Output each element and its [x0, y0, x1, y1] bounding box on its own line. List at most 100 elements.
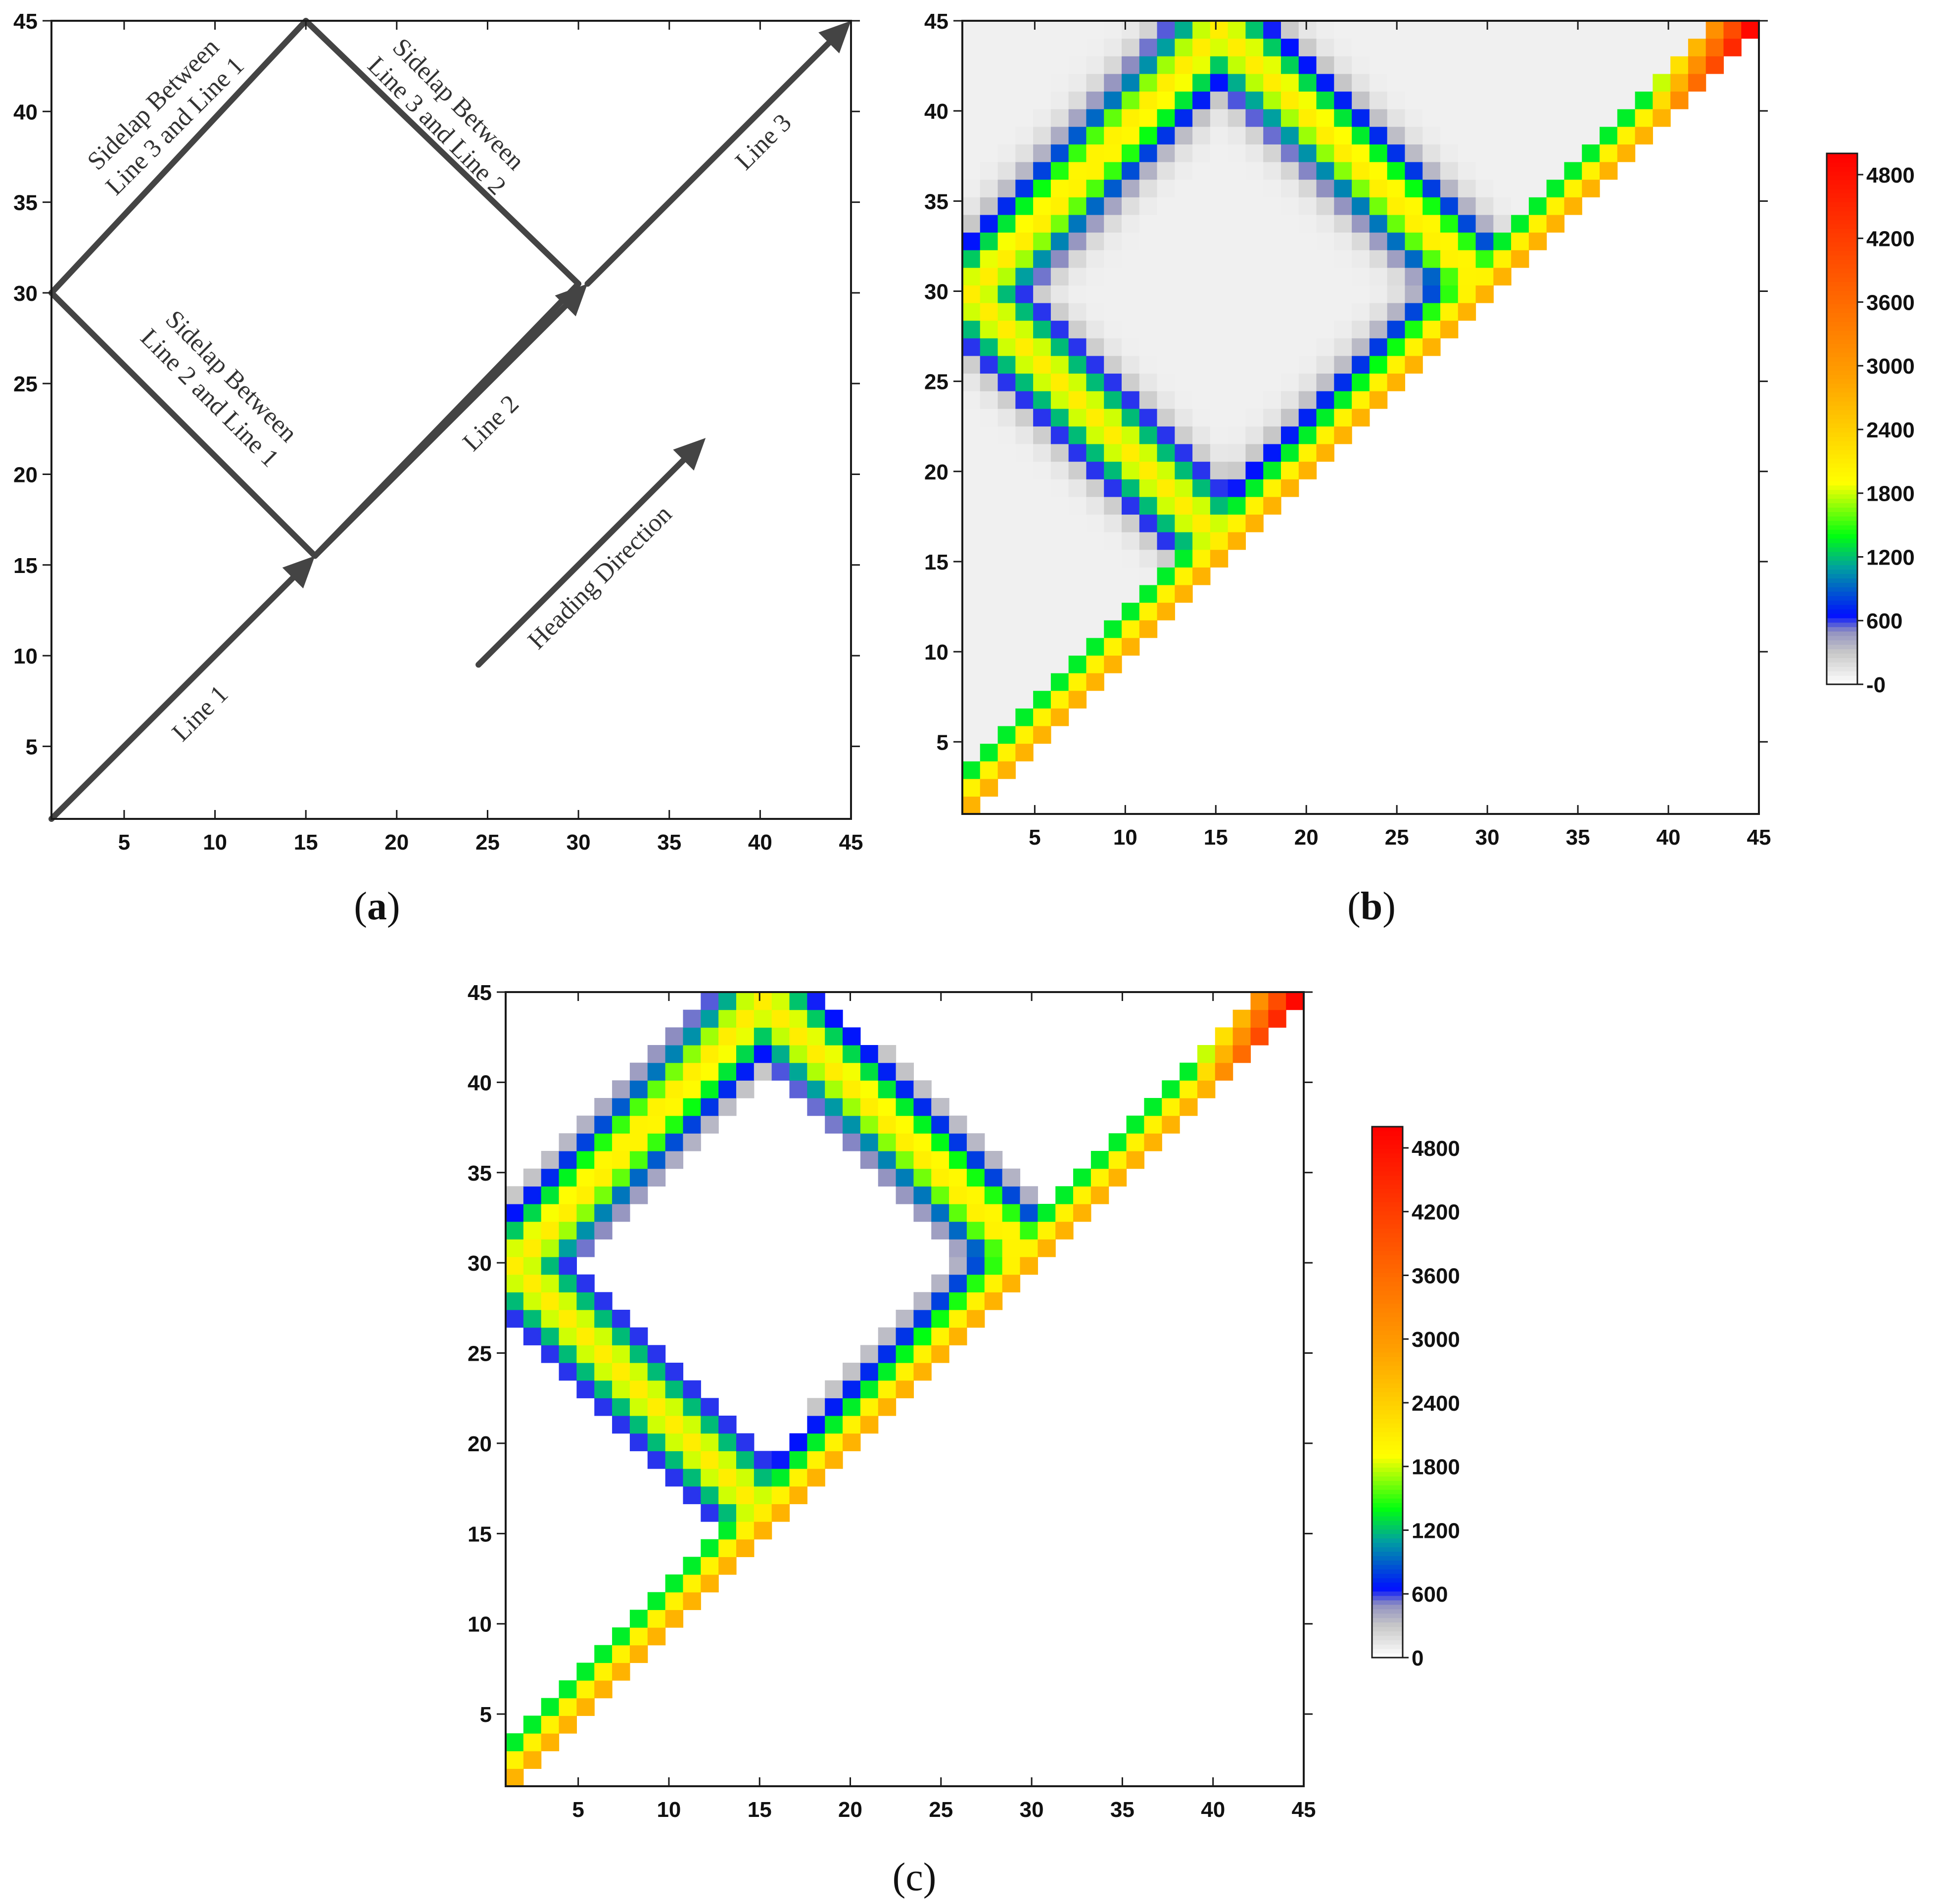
colorbar-segment	[1372, 1644, 1403, 1649]
heatmap-cell	[1298, 338, 1317, 356]
heatmap-cell	[1002, 1239, 1021, 1257]
heatmap-cell	[1210, 232, 1229, 250]
heatmap-cell	[913, 1204, 932, 1222]
heatmap-cell	[506, 1751, 524, 1769]
heatmap-cell	[1050, 144, 1069, 162]
heatmap-cell	[1157, 602, 1175, 620]
heatmap-cell	[1139, 391, 1158, 409]
colorbar-segment	[1372, 1423, 1403, 1428]
heatmap-cell	[541, 1168, 560, 1187]
colorbar-segment	[1827, 662, 1857, 667]
colorbar-segment	[1827, 556, 1857, 561]
colorbar-segment	[1372, 1189, 1403, 1193]
colorbar-segment	[1827, 596, 1857, 601]
heatmap-cell	[1157, 109, 1175, 127]
heatmap-cell	[1228, 461, 1246, 479]
heatmap-cell	[1068, 338, 1087, 356]
heatmap-cell	[1122, 602, 1140, 620]
heatmap-cell	[1033, 673, 1051, 691]
heatmap-cell	[1245, 514, 1264, 532]
heatmap-cell	[1122, 408, 1140, 427]
flight-line-2	[312, 298, 573, 559]
heatmap-cell	[736, 1522, 755, 1540]
heatmap-cell	[1528, 109, 1547, 127]
heatmap-cell	[1050, 197, 1069, 215]
heatmap-cell	[931, 1168, 949, 1187]
heatmap-cell	[612, 1310, 630, 1328]
heatmap-cell	[1582, 91, 1600, 109]
heatmap-cell	[1422, 73, 1441, 92]
colorbar-segment	[1372, 1428, 1403, 1432]
heatmap-cell	[1197, 1062, 1216, 1081]
colorbar-segment	[1827, 635, 1857, 641]
heatmap-cell	[1458, 109, 1476, 127]
heatmap-cell	[1175, 320, 1193, 338]
heatmap-cell	[594, 1327, 613, 1345]
heatmap-cell	[962, 620, 981, 638]
heatmap-cell	[1086, 73, 1104, 92]
heatmap-cell	[980, 126, 998, 144]
heatmap-cell	[1387, 197, 1406, 215]
heatmap-cell	[1157, 91, 1175, 109]
heatmap-cell	[1068, 355, 1087, 374]
colorbar-segment	[1372, 1241, 1403, 1247]
y-tick-label: 25	[468, 1342, 492, 1366]
colorbar-segment	[1372, 1476, 1403, 1481]
heatmap-cell	[612, 1380, 630, 1398]
heatmap-cell	[1157, 232, 1175, 250]
plot-frame	[50, 20, 852, 820]
heatmap-cell	[1192, 532, 1211, 550]
colorbar-segment	[1827, 175, 1857, 181]
colorbar-segment	[1372, 1440, 1403, 1446]
colorbar-segment	[1372, 1396, 1403, 1401]
heatmap-cell	[1440, 197, 1459, 215]
heatmap-cell	[1228, 391, 1246, 409]
heatmap-cell	[612, 1204, 630, 1222]
heatmap-cell	[506, 1239, 524, 1257]
heatmap-cell	[1033, 373, 1051, 391]
heatmap-cell	[1175, 250, 1193, 268]
heatmap-cell	[1511, 109, 1529, 127]
heatmap-cell	[1546, 144, 1565, 162]
heatmap-cell	[1157, 549, 1175, 568]
heatmap-cell	[997, 761, 1016, 779]
heatmap-cell	[523, 1310, 542, 1328]
heatmap-cell	[1405, 73, 1423, 92]
heatmap-cell	[718, 1080, 737, 1098]
heatmap-cell	[1157, 338, 1175, 356]
heatmap-cell	[1050, 373, 1069, 391]
heatmap-cell	[736, 1451, 755, 1469]
heatmap-cell	[1281, 285, 1299, 303]
heatmap-cell	[576, 1115, 595, 1134]
heatmap-cell	[1086, 109, 1104, 127]
heatmap-cell	[1068, 532, 1087, 550]
heatmap-cell	[1228, 38, 1246, 56]
x-tick-label: 20	[384, 830, 409, 855]
heatmap-cell	[1405, 144, 1423, 162]
heatmap-cell	[962, 161, 981, 180]
heatmap-cell	[1157, 21, 1175, 39]
heatmap-cell	[1245, 373, 1264, 391]
heatmap-cell	[576, 1345, 595, 1363]
heatmap-cell	[997, 496, 1016, 515]
heatmap-cell	[1122, 338, 1140, 356]
heatmap-cell	[1245, 320, 1264, 338]
heatmap-cell	[1688, 73, 1706, 92]
heatmap-cell	[1511, 56, 1529, 74]
heatmap-cell	[1405, 214, 1423, 233]
colorbar-segment	[1372, 1480, 1403, 1485]
heatmap-cell	[1405, 338, 1423, 356]
x-tick-label: 35	[1110, 1798, 1135, 1822]
heatmap-cell	[1104, 567, 1122, 585]
heatmap-cell	[1210, 197, 1229, 215]
heatmap-cell	[612, 1098, 630, 1116]
heatmap-cell	[1033, 302, 1051, 321]
colorbar-segment	[1827, 626, 1857, 632]
heatmap-cell	[1050, 408, 1069, 427]
heatmap-cell	[1352, 197, 1370, 215]
heatmap-cell	[1369, 161, 1388, 180]
heatmap-cell	[1210, 549, 1229, 568]
heatmap-cell	[1192, 179, 1211, 197]
heatmap-cell	[1263, 56, 1281, 74]
